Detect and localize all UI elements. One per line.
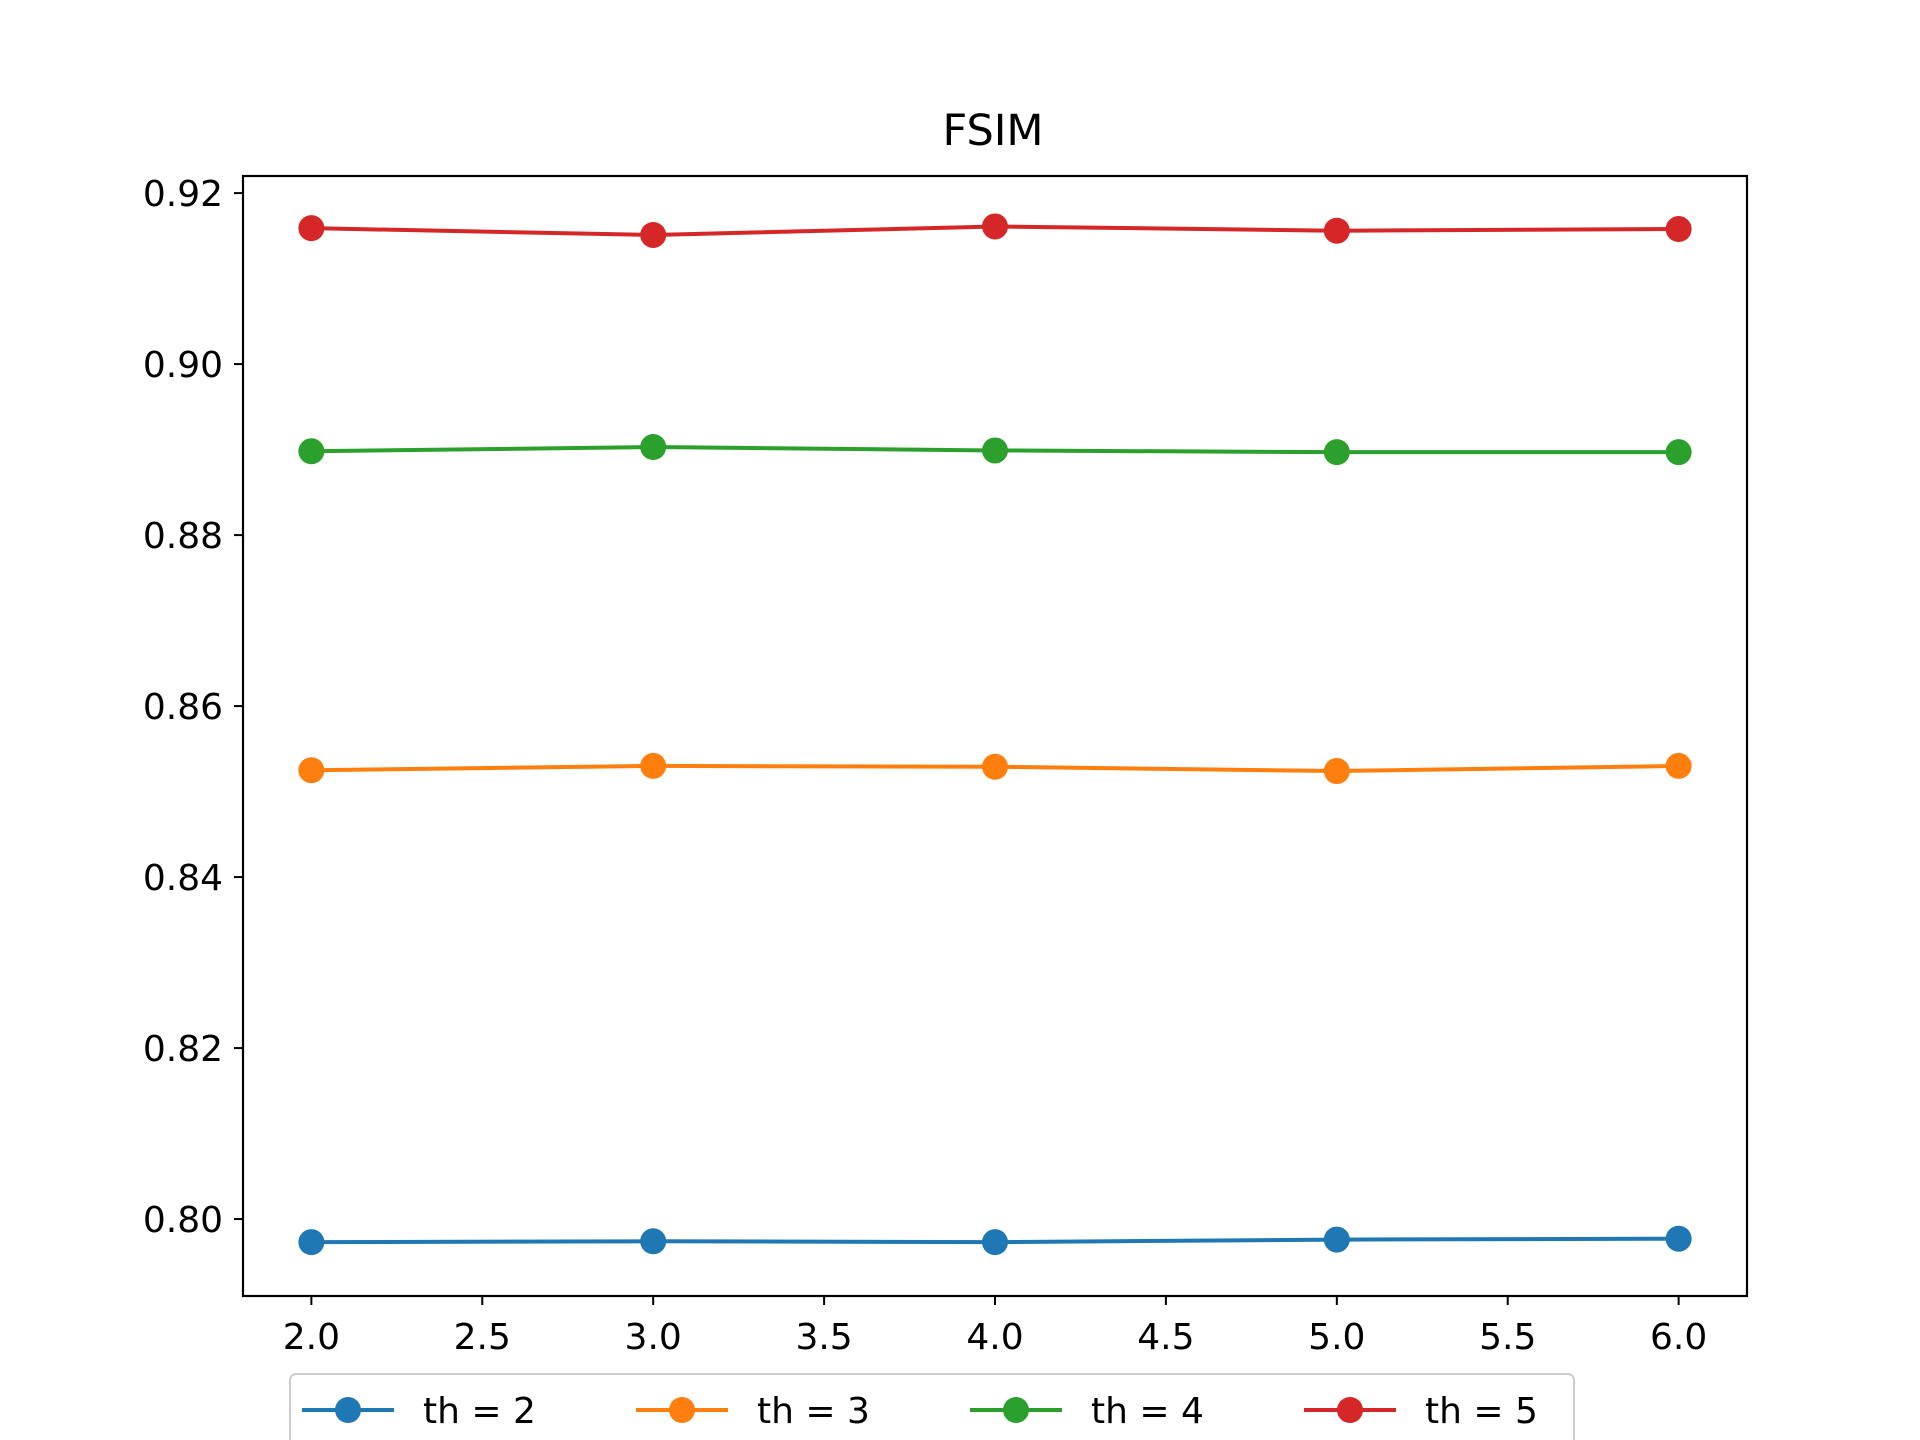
x-tick-label: 5.0	[1308, 1317, 1365, 1358]
y-tick-label: 0.84	[143, 858, 223, 899]
series-1	[298, 1225, 1692, 1256]
data-point	[1323, 758, 1350, 785]
y-tick-label: 0.80	[143, 1200, 223, 1241]
x-tick-label: 6.0	[1650, 1317, 1707, 1358]
x-tick-label: 3.5	[795, 1317, 852, 1358]
data-point	[640, 221, 667, 248]
data-point	[1665, 1225, 1692, 1252]
legend-box	[289, 1373, 1575, 1440]
legend-label: th = 4	[1091, 1391, 1204, 1432]
data-point	[298, 215, 325, 242]
x-tick-label: 2.5	[454, 1317, 511, 1358]
x-tick-label: 4.5	[1137, 1317, 1194, 1358]
x-tick-label: 2.0	[283, 1317, 340, 1358]
data-point	[640, 1228, 667, 1255]
data-point	[1323, 217, 1350, 244]
chart-title: FSIM	[942, 106, 1043, 156]
legend-label: th = 5	[1425, 1391, 1538, 1432]
y-tick-label: 0.82	[143, 1029, 223, 1070]
data-point	[1323, 1226, 1350, 1253]
x-axis: 2.0 2.5 3.0 3.5 4.0 4.5 5.0 5.5 6.0	[283, 1296, 1707, 1358]
legend-marker	[669, 1397, 695, 1423]
data-point	[298, 438, 325, 465]
y-tick-label: 0.90	[143, 345, 223, 386]
legend: th = 2 th = 3 th = 4 th = 5	[289, 1373, 1575, 1440]
legend-label: th = 2	[423, 1391, 536, 1432]
data-point	[298, 1229, 325, 1256]
series-2	[298, 752, 1692, 785]
y-tick-label: 0.86	[143, 687, 223, 728]
y-tick-label: 0.92	[143, 174, 223, 215]
x-tick-label: 3.0	[625, 1317, 682, 1358]
data-point	[1665, 439, 1692, 466]
data-point	[640, 434, 667, 461]
legend-label: th = 3	[757, 1391, 870, 1432]
data-point	[298, 757, 325, 784]
legend-marker	[1003, 1397, 1029, 1423]
series-4	[298, 213, 1692, 248]
legend-marker	[1337, 1397, 1363, 1423]
data-point	[640, 752, 667, 779]
legend-entry: th = 2	[302, 1391, 536, 1432]
legend-entry: th = 3	[636, 1391, 870, 1432]
legend-marker	[335, 1397, 361, 1423]
y-tick-label: 0.88	[143, 516, 223, 557]
series-3	[298, 434, 1692, 466]
data-point	[982, 753, 1008, 780]
y-axis: 0.80 0.82 0.84 0.86 0.88 0.90 0.92	[143, 174, 243, 1241]
legend-entry: th = 5	[1304, 1391, 1538, 1432]
data-point	[982, 213, 1008, 240]
data-point	[982, 437, 1008, 464]
series-layer	[298, 213, 1692, 1256]
x-tick-label: 5.5	[1479, 1317, 1536, 1358]
x-tick-label: 4.0	[966, 1317, 1023, 1358]
data-point	[982, 1229, 1008, 1256]
legend-entry: th = 4	[970, 1391, 1204, 1432]
data-point	[1323, 439, 1350, 466]
data-point	[1665, 752, 1692, 779]
data-point	[1665, 216, 1692, 243]
